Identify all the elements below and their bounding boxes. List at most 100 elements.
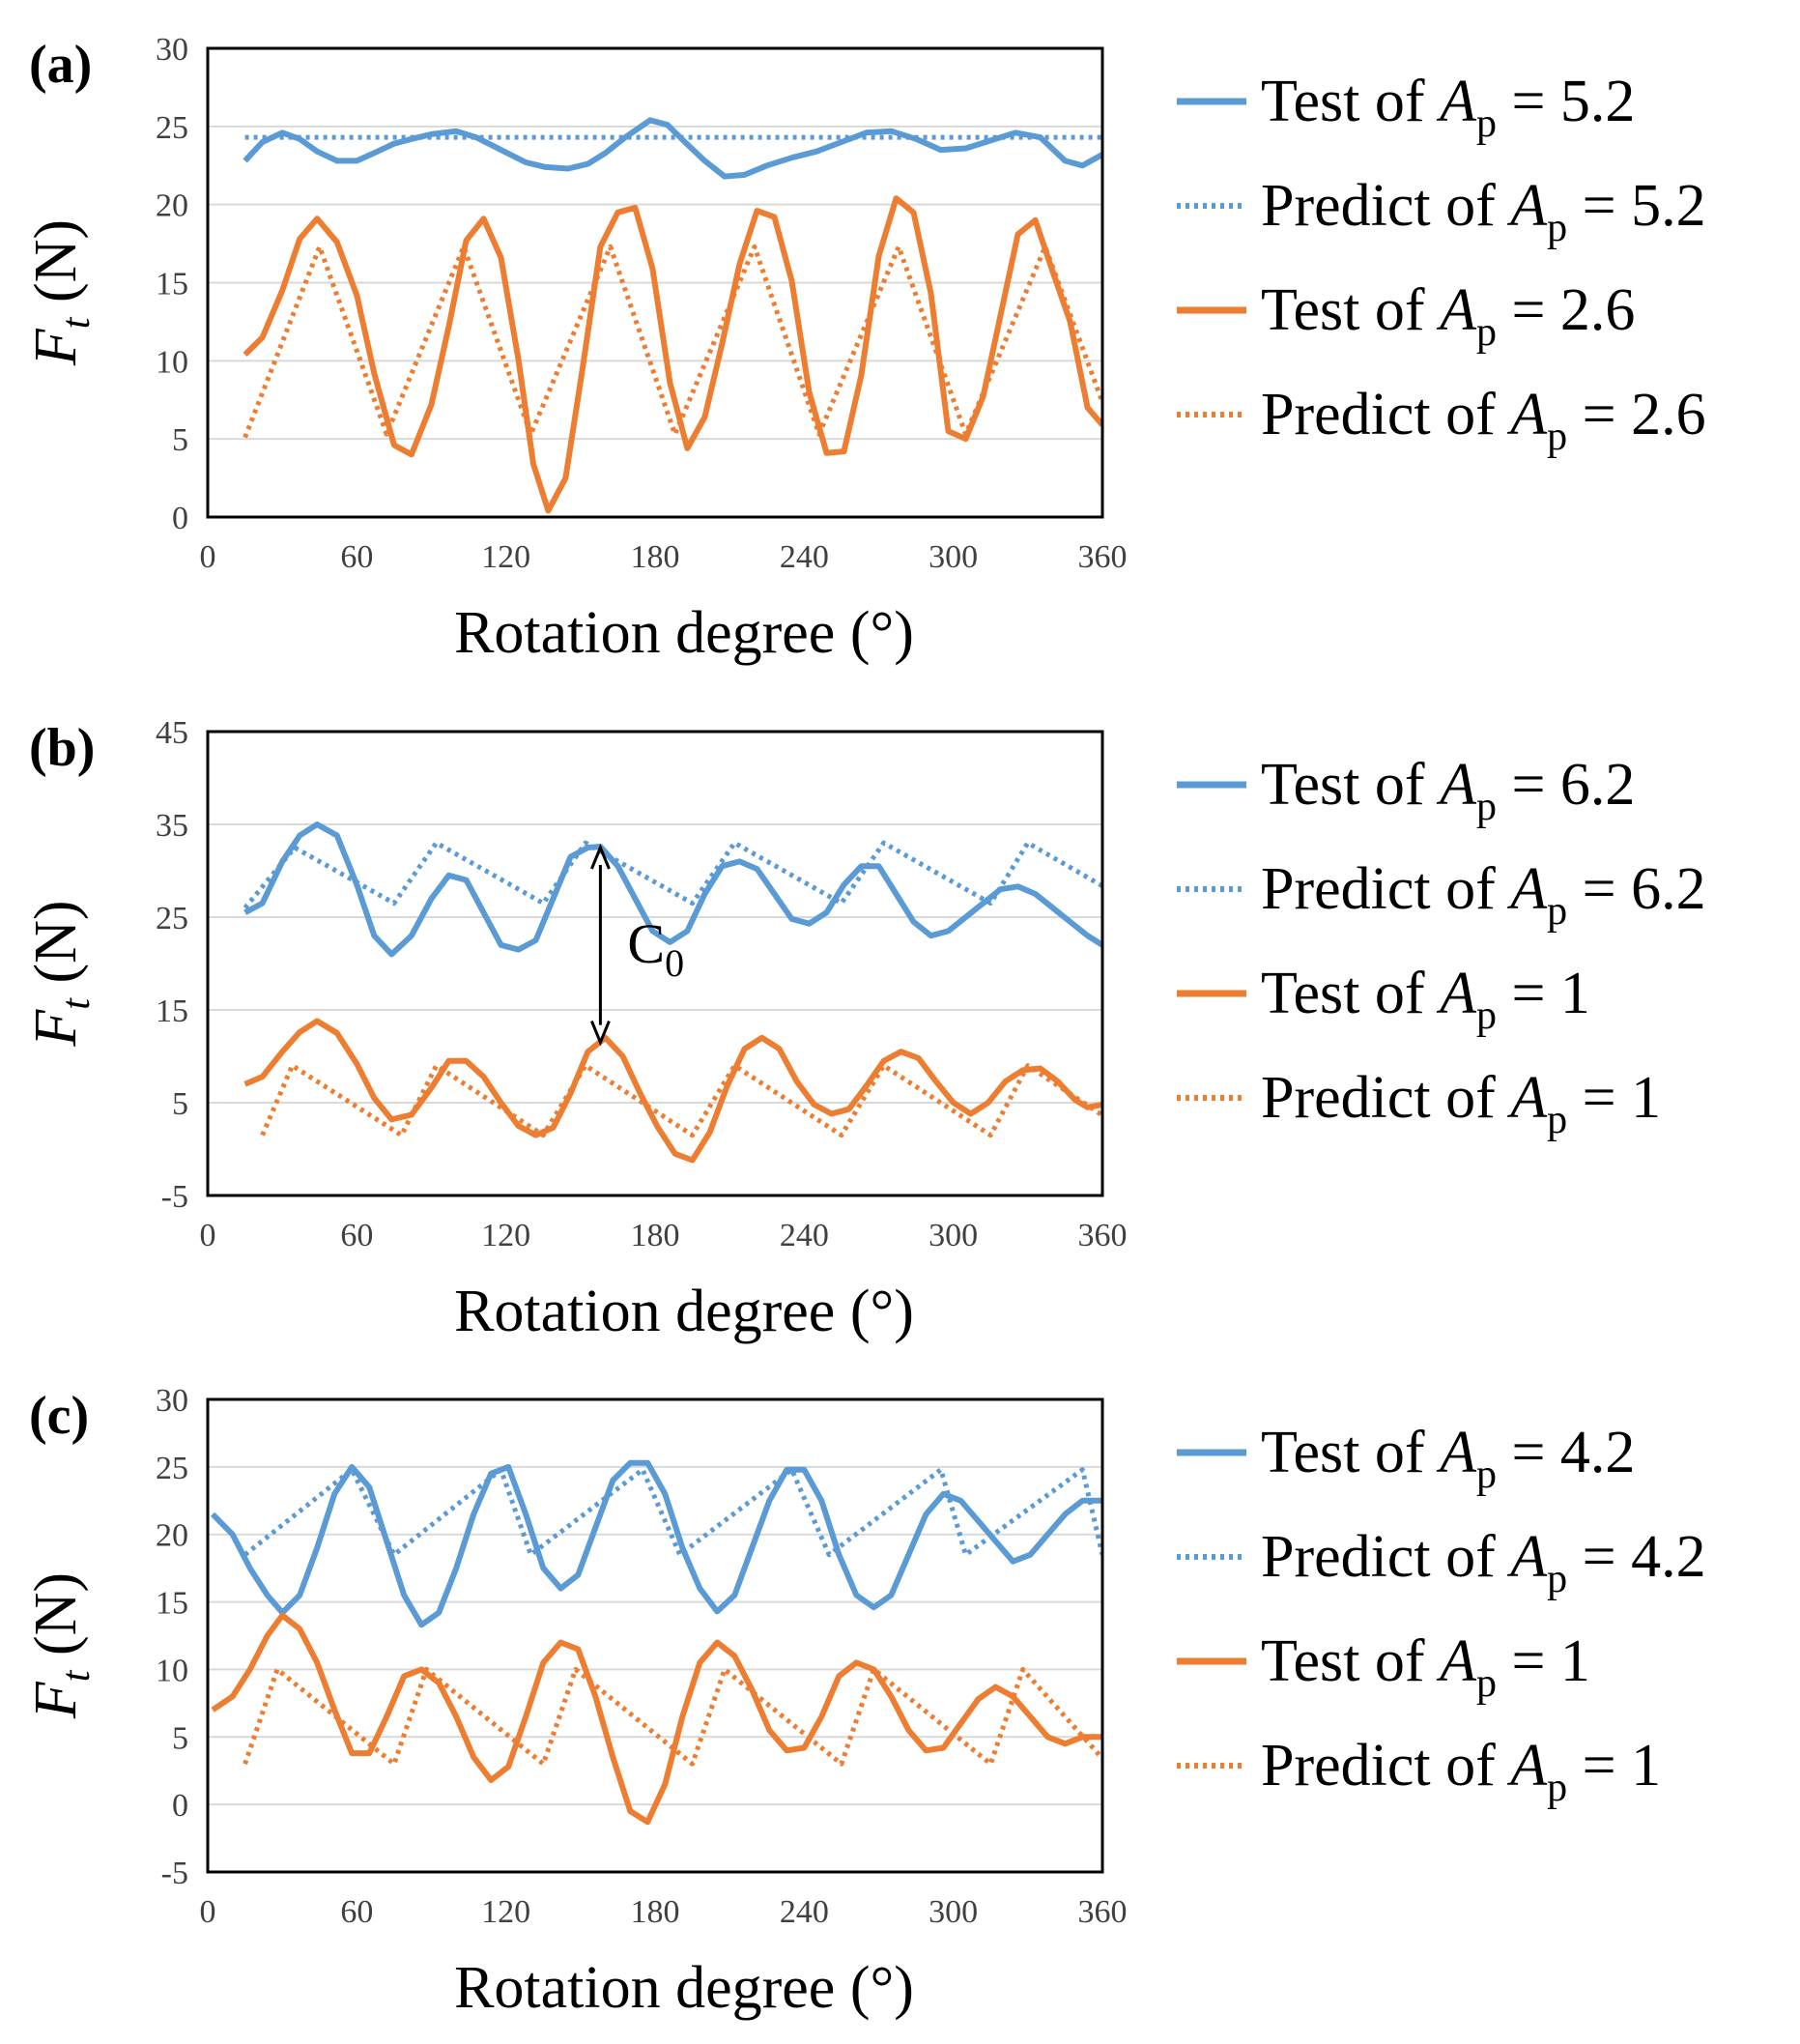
y-tick-label: 30: [156, 1383, 188, 1419]
y-tick-label: -5: [161, 1856, 188, 1891]
series-line: [243, 1018, 1102, 1164]
x-tick-label: 0: [200, 1894, 216, 1930]
x-axis-label: Rotation degree (°): [454, 1279, 914, 1344]
x-tick-label: 360: [1078, 1218, 1128, 1253]
x-tick-label: 120: [481, 1894, 530, 1930]
series-group: [243, 117, 1102, 514]
legend-sub: p: [1476, 785, 1497, 829]
legend-prefix: Predict of: [1261, 1524, 1510, 1590]
legend-prefix: Predict of: [1261, 856, 1510, 922]
y-tick-label: 45: [156, 715, 188, 751]
legend-var: A: [1436, 961, 1477, 1026]
legend-var: A: [1506, 1524, 1548, 1590]
x-tick-label: 0: [200, 1218, 216, 1253]
y-tick-label: 20: [156, 188, 188, 224]
series-group: [210, 1459, 1102, 1826]
x-tick-label: 120: [481, 1218, 530, 1253]
legend-sub: p: [1476, 310, 1497, 355]
x-tick-label: 60: [340, 1894, 373, 1930]
plot-frame: [206, 730, 1104, 1197]
legend-entry: Test of Ap = 2.6: [1261, 277, 1635, 355]
legend-entry: Test of Ap = 6.2: [1261, 752, 1635, 829]
legend-prefix: Test of: [1261, 961, 1440, 1026]
legend-suffix: = 4.2: [1567, 1524, 1705, 1590]
x-tick-label: 240: [780, 1894, 829, 1930]
series-line: [243, 1666, 1102, 1767]
legend-sub: p: [1547, 206, 1567, 250]
y-tick-label: 5: [172, 1720, 188, 1756]
x-tick-label: 240: [780, 539, 829, 575]
legend-suffix: = 1: [1567, 1733, 1661, 1799]
legend-prefix: Test of: [1261, 1628, 1440, 1694]
y-tick-label: 10: [156, 344, 188, 380]
series-line: [260, 1063, 1102, 1138]
legend-entry: Predict of Ap = 6.2: [1261, 856, 1706, 934]
legend-entry: Predict of Ap = 4.2: [1261, 1524, 1706, 1601]
legend-var: A: [1436, 1628, 1477, 1694]
series-line: [243, 821, 1102, 958]
y-axis-label-sub: t: [54, 997, 99, 1010]
x-tick-label: 300: [929, 1218, 978, 1253]
x-tick-label: 240: [780, 1218, 829, 1253]
x-axis-label: Rotation degree (°): [454, 600, 914, 666]
y-tick-label: 30: [156, 32, 188, 68]
legend-prefix: Test of: [1261, 752, 1440, 818]
legend-entry: Test of Ap = 1: [1261, 961, 1590, 1038]
legend-suffix: = 1: [1497, 961, 1590, 1026]
x-tick-label: 180: [631, 539, 680, 575]
legend-var: A: [1506, 1065, 1548, 1131]
legend-var: A: [1436, 69, 1477, 134]
legend-prefix: Predict of: [1261, 173, 1510, 239]
annotation-label: C0: [627, 912, 684, 985]
y-axis-label: Ft (N): [23, 900, 99, 1047]
legend-var: A: [1506, 382, 1548, 447]
legend-prefix: Test of: [1261, 1420, 1440, 1485]
legend-entry: Test of Ap = 5.2: [1261, 69, 1635, 146]
legend-var: A: [1506, 856, 1548, 922]
series-line: [243, 117, 1102, 180]
y-tick-label: 15: [156, 267, 188, 302]
x-tick-label: 60: [340, 539, 373, 575]
x-tick-label: 300: [929, 1894, 978, 1930]
legend-entry: Predict of Ap = 1: [1261, 1065, 1661, 1142]
y-tick-label: 10: [156, 1653, 188, 1688]
legend-prefix: Test of: [1261, 277, 1440, 343]
legend-suffix: = 1: [1567, 1065, 1661, 1131]
legend-prefix: Predict of: [1261, 1065, 1510, 1131]
legend-entry: Predict of Ap = 5.2: [1261, 173, 1706, 250]
panel-label: (c): [29, 1386, 89, 1446]
legend-suffix: = 2.6: [1497, 277, 1635, 343]
legend-var: A: [1436, 277, 1477, 343]
y-axis-label: Ft (N): [23, 1572, 99, 1719]
legend-suffix: = 4.2: [1497, 1420, 1635, 1485]
legend-sub: p: [1547, 1766, 1567, 1810]
legend-suffix: = 5.2: [1567, 173, 1705, 239]
series-group: [243, 821, 1102, 1164]
legend-entry: Test of Ap = 1: [1261, 1628, 1590, 1706]
x-axis-label: Rotation degree (°): [454, 1955, 914, 2021]
legend-prefix: Test of: [1261, 69, 1440, 134]
y-tick-label: 0: [172, 501, 188, 536]
y-tick-label: -5: [161, 1179, 188, 1215]
series-line: [243, 840, 1102, 909]
x-tick-label: 0: [200, 539, 216, 575]
legend-suffix: = 2.6: [1567, 382, 1705, 447]
legend-var: A: [1436, 752, 1477, 818]
x-tick-label: 360: [1078, 1894, 1128, 1930]
annotation-arrow-head-bottom: [590, 1021, 611, 1047]
panel-label: (a): [29, 35, 92, 95]
y-tick-label: 5: [172, 1086, 188, 1122]
y-axis-label-sub: t: [54, 1669, 99, 1682]
series-line: [210, 1459, 1102, 1628]
x-tick-label: 180: [631, 1894, 680, 1930]
y-tick-label: 20: [156, 1518, 188, 1554]
legend-suffix: = 6.2: [1497, 752, 1635, 818]
x-tick-label: 360: [1078, 539, 1128, 575]
x-tick-label: 120: [481, 539, 530, 575]
legend-entry: Predict of Ap = 2.6: [1261, 382, 1706, 459]
y-axis-label: Ft (N): [23, 219, 99, 366]
